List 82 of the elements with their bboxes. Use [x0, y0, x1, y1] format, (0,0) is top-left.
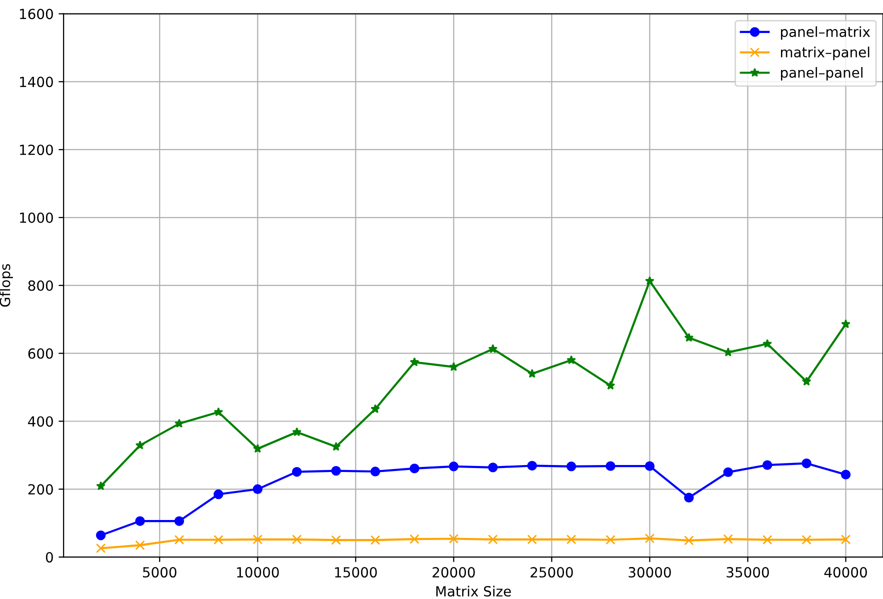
y-tick-label: 0 [46, 552, 53, 563]
point [370, 535, 380, 545]
point [252, 534, 263, 544]
point [135, 516, 145, 526]
x-tick-label: 10000 [237, 567, 279, 578]
point [566, 462, 576, 472]
point [527, 534, 537, 544]
x-tick-label: 20000 [432, 567, 475, 578]
y-tick-label: 1400 [20, 76, 53, 88]
point [488, 534, 498, 544]
x-tick-label: 30000 [628, 567, 671, 578]
y-axis-title: Gflops [0, 264, 13, 307]
x-axis-title: Matrix Size [436, 586, 511, 597]
point [252, 444, 262, 453]
point [135, 440, 145, 450]
point [214, 407, 224, 416]
point [606, 534, 616, 545]
point [331, 442, 341, 451]
point [174, 516, 184, 526]
y-tick-label: 400 [28, 416, 53, 427]
y-tick-label: 800 [28, 280, 53, 291]
point [566, 534, 576, 544]
legend-label: matrix–panel [781, 46, 870, 60]
point [410, 534, 420, 544]
point [174, 418, 184, 428]
point [762, 534, 772, 545]
point [252, 484, 263, 494]
point [410, 464, 420, 474]
point [606, 380, 616, 390]
point [135, 540, 145, 550]
point [644, 461, 655, 471]
point [292, 427, 302, 436]
point [841, 319, 850, 328]
point [723, 467, 733, 478]
point [606, 461, 616, 471]
point [723, 347, 733, 356]
point [802, 534, 812, 545]
point [684, 536, 694, 546]
point [762, 338, 772, 348]
point [96, 543, 106, 554]
point [331, 535, 341, 545]
point [214, 534, 224, 545]
y-tick-label: 200 [28, 484, 53, 495]
legend-label: panel–matrix [781, 26, 870, 40]
point [802, 376, 812, 386]
point [684, 332, 694, 342]
x-tick-label: 35000 [726, 567, 769, 578]
point [96, 530, 106, 540]
point [370, 404, 380, 414]
point [840, 534, 851, 544]
point [802, 458, 812, 468]
point [762, 460, 772, 470]
point [488, 344, 498, 353]
point [527, 460, 537, 471]
y-tick-label: 1200 [20, 144, 53, 156]
x-tick-label: 40000 [824, 567, 867, 578]
point [331, 466, 341, 476]
point [174, 534, 184, 545]
point [448, 462, 459, 472]
x-tick-label: 25000 [530, 567, 573, 578]
point [527, 368, 537, 378]
point [644, 534, 655, 544]
point [449, 362, 458, 371]
point [448, 534, 459, 544]
point [214, 489, 224, 500]
point [840, 470, 851, 480]
y-tick-label: 1000 [20, 212, 53, 223]
point [684, 492, 694, 503]
point [292, 534, 302, 544]
point [292, 466, 302, 477]
point [370, 466, 380, 476]
x-tick-label: 15000 [335, 567, 377, 578]
y-tick-label: 1600 [20, 8, 53, 20]
point [723, 534, 733, 544]
x-tick-label: 5000 [143, 567, 176, 578]
y-tick-label: 600 [28, 348, 53, 359]
point [96, 481, 106, 490]
point [410, 357, 420, 366]
point [488, 462, 498, 472]
point [645, 276, 654, 286]
point [566, 355, 576, 364]
legend-label: panel–panel [781, 67, 862, 80]
